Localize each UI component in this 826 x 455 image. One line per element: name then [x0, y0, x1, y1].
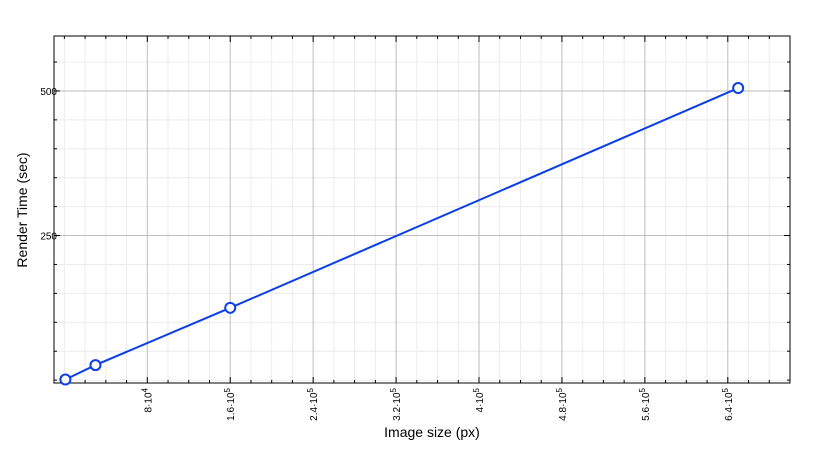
data-point	[89, 359, 102, 372]
x-tick-label: 6.4·105	[721, 387, 735, 420]
tick-marks	[54, 36, 790, 383]
minor-gridlines	[54, 36, 790, 383]
series-line	[64, 87, 739, 381]
data-point	[59, 373, 72, 386]
x-axis-label: Image size (px)	[384, 424, 480, 440]
y-tick-label: 250	[40, 232, 57, 243]
y-tick-labels: 250 500	[40, 87, 57, 243]
data-point	[732, 82, 745, 95]
x-tick-label: 4·105	[472, 387, 486, 412]
x-tick-label: 4.8·105	[555, 387, 569, 420]
data-point	[224, 301, 237, 314]
x-tick-label: 1.6·105	[223, 387, 237, 420]
x-tick-label: 5.6·105	[638, 387, 652, 420]
y-axis-label: Render Time (sec)	[14, 152, 30, 267]
x-tick-label: 2.4·105	[306, 387, 320, 420]
major-gridlines	[54, 36, 790, 383]
series-layer	[59, 82, 745, 386]
plot-frame	[53, 35, 791, 384]
x-tick-label: 3.2·105	[389, 387, 403, 420]
x-tick-labels: 8·104 1.6·105 2.4·105 3.2·105 4·105 4.8·105 5.…	[140, 387, 735, 420]
y-tick-label: 500	[40, 87, 57, 98]
x-tick-label: 8·104	[140, 387, 154, 412]
